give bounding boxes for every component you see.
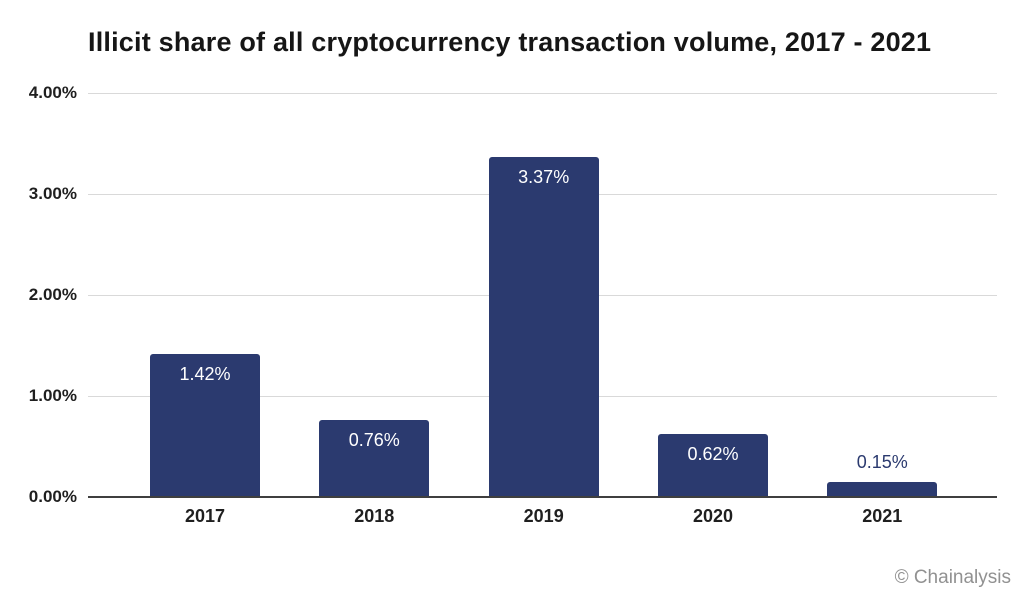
bar-value-label: 3.37% bbox=[518, 166, 570, 187]
y-tick-label: 3.00% bbox=[28, 184, 77, 203]
bar-rect bbox=[658, 434, 768, 497]
y-tick-label: 1.00% bbox=[28, 386, 77, 405]
bar-2017: 1.42% bbox=[150, 353, 260, 497]
bar-rect bbox=[150, 353, 260, 497]
y-tick-label: 4.00% bbox=[28, 83, 77, 102]
bar-2021: 0.15% bbox=[827, 452, 938, 497]
bar-rect bbox=[827, 481, 938, 497]
y-tick-label: 0.00% bbox=[28, 487, 77, 506]
y-tick-label: 2.00% bbox=[28, 285, 77, 304]
bar-value-label: 0.15% bbox=[856, 451, 908, 472]
bar-rect bbox=[488, 156, 599, 497]
chart-title: Illicit share of all cryptocurrency tran… bbox=[88, 27, 932, 57]
bar-2019: 3.37% bbox=[488, 156, 599, 497]
bar-2020: 0.62% bbox=[658, 434, 768, 497]
x-tick-label: 2019 bbox=[523, 506, 564, 526]
attribution: © Chainalysis bbox=[894, 567, 1011, 588]
plot-area: 1.42% 0.76% 3.37% 0.62% 0.15% bbox=[88, 93, 997, 498]
bars-layer: 1.42% 0.76% 3.37% 0.62% 0.15% bbox=[88, 93, 997, 497]
x-tick-label: 2021 bbox=[862, 506, 903, 526]
x-tick-label: 2020 bbox=[692, 506, 734, 526]
gridline bbox=[88, 93, 997, 94]
bar-value-label: 0.76% bbox=[348, 430, 400, 451]
bar-value-label: 1.42% bbox=[179, 363, 231, 384]
y-axis-labels: 0.00% 1.00% 2.00% 3.00% 4.00% bbox=[0, 83, 77, 506]
bar-rect bbox=[319, 420, 430, 497]
x-tick-label: 2017 bbox=[184, 506, 226, 526]
x-axis-labels: 2017 2018 2019 2020 2021 bbox=[88, 506, 997, 532]
bar-2018: 0.76% bbox=[319, 420, 430, 497]
bar-value-label: 0.62% bbox=[687, 444, 739, 465]
x-axis-line bbox=[88, 496, 997, 498]
x-tick-label: 2018 bbox=[354, 506, 395, 526]
